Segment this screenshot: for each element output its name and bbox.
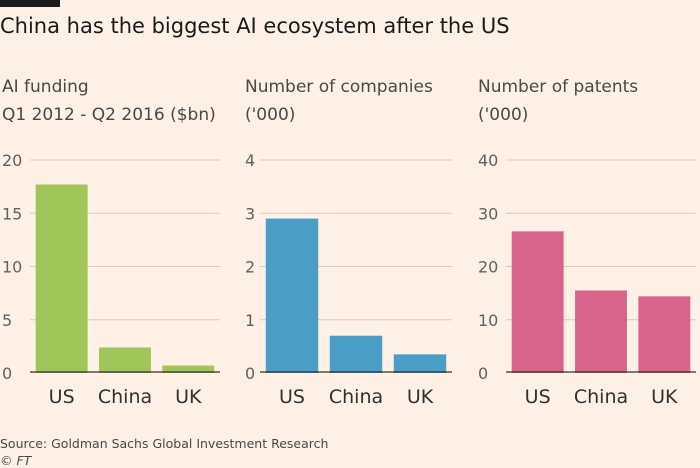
panel-2-category-label-2: China xyxy=(329,386,383,408)
panel-3-bar-china xyxy=(575,290,627,373)
panel-2-category-label-1: US xyxy=(279,386,305,408)
panel-2-tick-label-4: 3 xyxy=(245,204,255,223)
panel-2-tick-label-2: 1 xyxy=(245,311,255,330)
panel-2-bar-uk xyxy=(393,354,447,373)
panel-2-category-label-3: UK xyxy=(407,386,434,408)
panel-3-bar-uk xyxy=(638,296,691,373)
panel-3-tick-label-3: 20 xyxy=(478,258,498,277)
panel-2-title-line-2: ('000) xyxy=(245,105,295,125)
brand-bar xyxy=(0,0,60,7)
panel-3-category-label-1: US xyxy=(525,386,551,408)
panel-2-tick-label-1: 0 xyxy=(245,364,255,383)
panel-1-bar-us xyxy=(35,184,88,373)
panel-3-category-label-2: China xyxy=(574,386,628,408)
panel-1-tick-label-3: 10 xyxy=(2,258,22,277)
panel-3-tick-label-1: 0 xyxy=(478,364,488,383)
panel-2-tick-label-3: 2 xyxy=(245,258,255,277)
source-note: Source: Goldman Sachs Global Investment … xyxy=(0,436,329,451)
panel-3-bar-us xyxy=(511,231,564,373)
panel-3-tick-label-2: 10 xyxy=(478,311,498,330)
panel-3-tick-label-5: 40 xyxy=(478,151,498,170)
panel-3-tick-label-4: 30 xyxy=(478,204,498,223)
panel-2-bar-china xyxy=(329,335,383,373)
panel-1-tick-label-2: 5 xyxy=(2,311,12,330)
panel-2-bar-us xyxy=(265,218,319,373)
panel-1-category-label-1: US xyxy=(49,386,75,408)
panel-3-title-line-2: ('000) xyxy=(478,105,528,125)
panel-3-category-label-3: UK xyxy=(651,386,678,408)
panel-2-title-line-1: Number of companies xyxy=(245,77,433,97)
panel-1-tick-label-1: 0 xyxy=(2,364,12,383)
panel-1-title-line-1: AI funding xyxy=(2,77,89,97)
panel-1-title-line-2: Q1 2012 - Q2 2016 ($bn) xyxy=(2,105,216,125)
panel-1-bar-uk xyxy=(162,365,215,373)
panel-1-tick-label-5: 20 xyxy=(2,151,22,170)
credit: © FT xyxy=(0,453,32,468)
panel-1-bar-china xyxy=(99,347,151,373)
page-title: China has the biggest AI ecosystem after… xyxy=(0,14,510,38)
panel-1-category-label-2: China xyxy=(98,386,152,408)
panel-1-category-label-3: UK xyxy=(175,386,202,408)
panel-3-title-line-1: Number of patents xyxy=(478,77,638,97)
panel-1-tick-label-4: 15 xyxy=(2,204,22,223)
panel-2-tick-label-5: 4 xyxy=(245,151,255,170)
